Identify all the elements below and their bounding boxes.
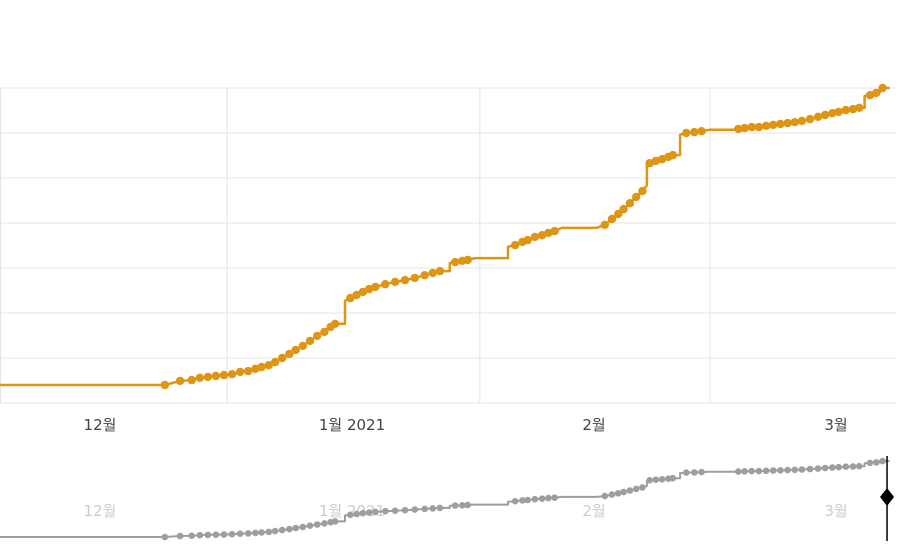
overview-label-march: 3월: [824, 502, 847, 520]
x-label-january: 1월 2021: [319, 416, 385, 434]
overview-label-december: 12월: [84, 502, 117, 520]
x-axis-labels: 12월 1월 2021 2월 3월: [84, 416, 848, 434]
main-series-dots[interactable]: [160, 83, 887, 390]
x-label-march: 3월: [824, 416, 847, 434]
main-gridlines: [0, 87, 896, 404]
range-selector-handle[interactable]: [880, 456, 895, 541]
x-label-february: 2월: [582, 416, 605, 434]
x-label-december: 12월: [84, 416, 117, 434]
overview-label-february: 2월: [582, 502, 605, 520]
overview-series-dots[interactable]: [161, 457, 886, 541]
